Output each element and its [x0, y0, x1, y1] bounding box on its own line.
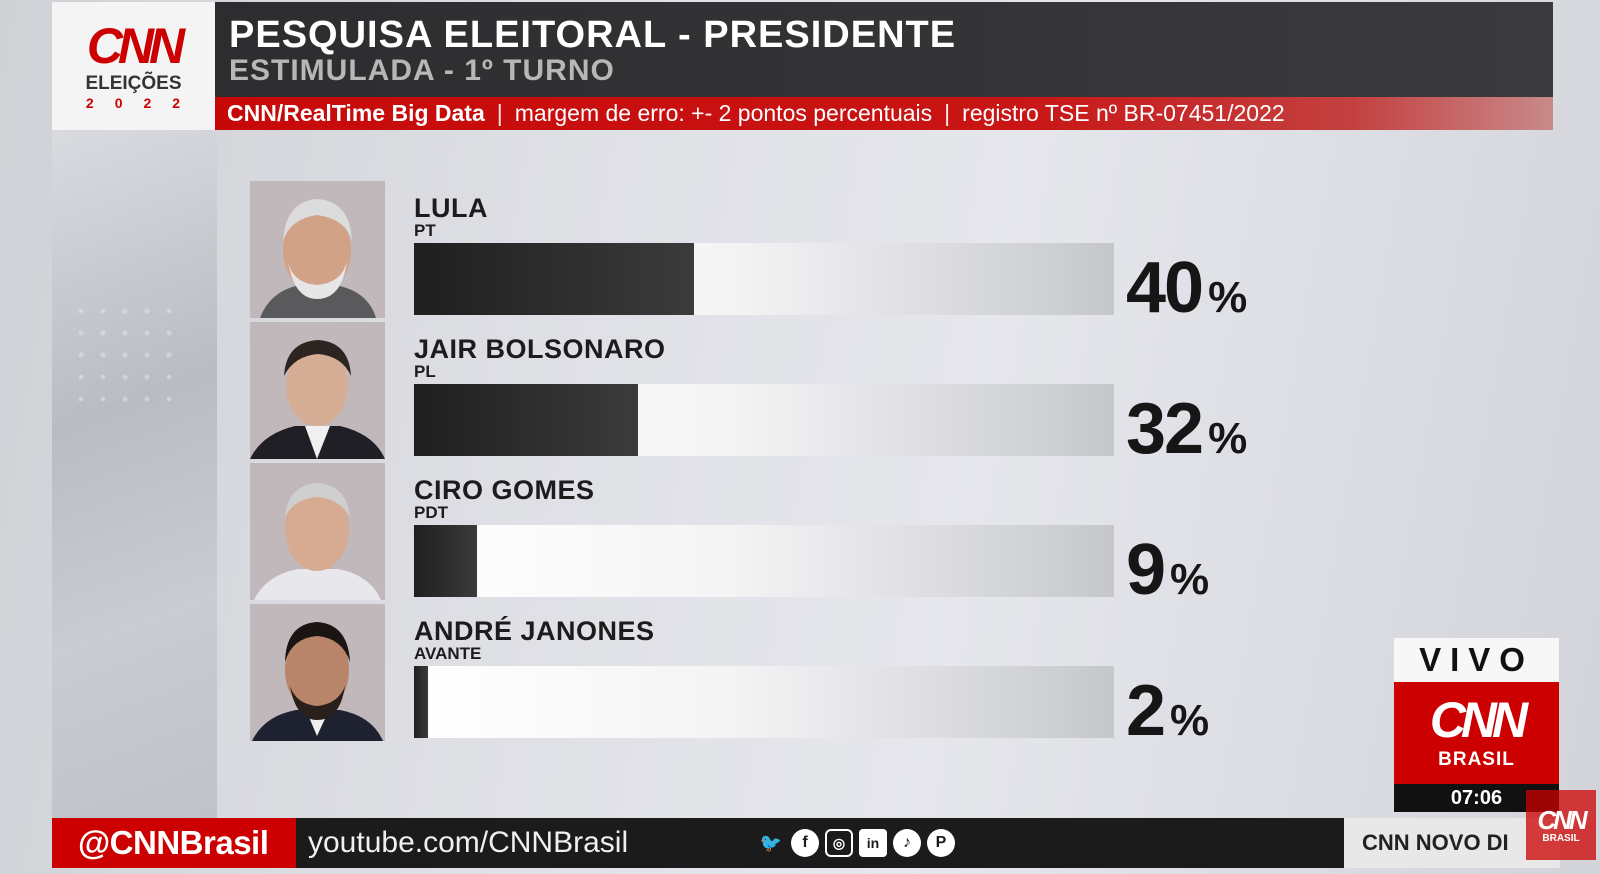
- candidate-party: AVANTE: [414, 644, 482, 663]
- instagram-icon: ◎: [825, 829, 853, 857]
- candidate-portrait: [250, 463, 385, 600]
- candidate-row: LULA PT 40 %: [250, 181, 1300, 328]
- percent-unit: %: [1170, 555, 1210, 604]
- percent-value: 9: [1126, 530, 1166, 610]
- percent-value: 2: [1126, 671, 1166, 751]
- bar-fill: [414, 384, 638, 456]
- background-panel: [52, 130, 217, 820]
- candidate-photo: [250, 604, 385, 741]
- bar-track: [414, 666, 1114, 738]
- logo-label: ELEIÇÕES: [85, 73, 182, 94]
- social-icons: 🐦 f ◎ in ♪ P: [757, 829, 955, 857]
- watermark-sub: BRASIL: [1542, 832, 1580, 844]
- watermark-brand: CNN: [1537, 804, 1587, 835]
- bar-track: [414, 243, 1114, 315]
- social-handle: @CNNBrasil: [52, 818, 296, 868]
- tiktok-icon: ♪: [893, 829, 921, 857]
- percent-value: 40: [1126, 248, 1204, 328]
- bar-fill: [414, 666, 428, 738]
- candidate-row: ANDRÉ JANONES AVANTE 2 %: [250, 604, 1300, 751]
- live-clock: 07:06: [1394, 784, 1559, 812]
- news-ticker: CNN NOVO DI: [1344, 818, 1560, 868]
- percent-unit: %: [1208, 273, 1248, 322]
- candidate-portrait: [250, 322, 385, 459]
- page-subtitle: ESTIMULADA - 1º TURNO: [229, 54, 615, 87]
- bar-fill: [414, 243, 694, 315]
- percent-label: 32 %: [1126, 388, 1247, 470]
- percent-value: 32: [1126, 389, 1204, 469]
- margin-of-error: margem de erro: +- 2 pontos percentuais: [514, 100, 933, 126]
- bar-track: [414, 384, 1114, 456]
- candidate-portrait: [250, 604, 385, 741]
- logo-brand: CNN: [86, 18, 185, 74]
- candidate-party: PDT: [414, 503, 448, 522]
- percent-label: 40 %: [1126, 247, 1247, 329]
- candidate-row: JAIR BOLSONARO PL 32 %: [250, 322, 1300, 469]
- candidate-photo: [250, 322, 385, 459]
- youtube-url: youtube.com/CNNBrasil: [308, 826, 629, 859]
- bar-track: [414, 525, 1114, 597]
- footer-bar: @CNNBrasil youtube.com/CNNBrasil 🐦 f ◎ i…: [52, 818, 1560, 868]
- percent-label: 9 %: [1126, 529, 1209, 611]
- tse-registry: registro TSE nº BR-07451/2022: [962, 100, 1285, 126]
- candidate-name: CIRO GOMES: [414, 475, 595, 505]
- separator: |: [944, 100, 951, 126]
- background-decoration: [70, 300, 180, 410]
- candidate-name: JAIR BOLSONARO: [414, 334, 666, 364]
- cnn-elections-logo: CNN ELEIÇÕES 2022: [52, 2, 215, 130]
- bar-fill: [414, 525, 477, 597]
- live-label: VIVO: [1394, 638, 1559, 682]
- facebook-icon: f: [791, 829, 819, 857]
- logo-year: 2022: [85, 95, 202, 111]
- candidate-party: PT: [414, 221, 436, 240]
- poll-info-bar: CNN/RealTime Big Data | margem de erro: …: [215, 97, 1553, 130]
- title-bar: PESQUISA ELEITORAL - PRESIDENTE ESTIMULA…: [215, 2, 1553, 97]
- percent-unit: %: [1208, 414, 1248, 463]
- cnn-brasil-logo: CNN BRASIL: [1394, 682, 1559, 784]
- candidate-party: PL: [414, 362, 436, 381]
- percent-label: 2 %: [1126, 670, 1209, 752]
- candidate-photo: [250, 463, 385, 600]
- linkedin-icon: in: [859, 829, 887, 857]
- candidate-name: LULA: [414, 193, 488, 223]
- candidate-photo: [250, 181, 385, 318]
- live-brand-sub: BRASIL: [1438, 749, 1515, 770]
- poll-source: CNN/RealTime Big Data: [227, 100, 485, 126]
- pinterest-icon: P: [927, 829, 955, 857]
- candidate-row: CIRO GOMES PDT 9 %: [250, 463, 1300, 610]
- page-title: PESQUISA ELEITORAL - PRESIDENTE: [229, 14, 957, 56]
- separator: |: [496, 100, 503, 126]
- twitter-icon: 🐦: [759, 832, 783, 853]
- cnn-watermark: CNN BRASIL: [1526, 790, 1596, 860]
- candidate-portrait: [250, 181, 385, 318]
- candidate-name: ANDRÉ JANONES: [414, 616, 655, 646]
- live-brand: CNN: [1429, 692, 1528, 748]
- percent-unit: %: [1170, 696, 1210, 745]
